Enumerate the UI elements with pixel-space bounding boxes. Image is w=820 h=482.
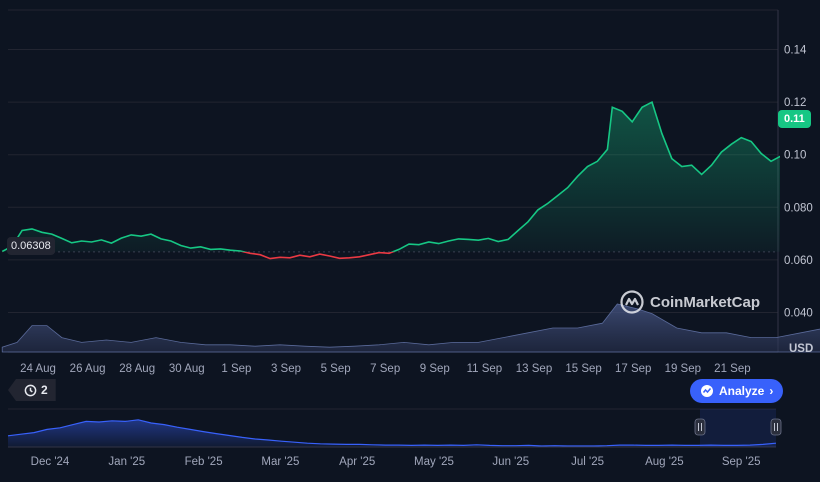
coinmarketcap-logo-icon <box>620 290 644 314</box>
grid-lines <box>8 9 779 353</box>
watermark: CoinMarketCap <box>620 290 760 314</box>
navigator-tick-label: Jun '25 <box>492 456 529 468</box>
navigator-tick-label: Sep '25 <box>722 456 761 468</box>
history-count: 2 <box>41 383 48 397</box>
navigator-tick-label: Feb '25 <box>185 456 223 468</box>
y-tick-label: 0.10 <box>784 150 806 162</box>
navigator-area <box>8 419 776 447</box>
volume-area-path <box>1 303 820 353</box>
x-tick-label: 24 Aug <box>20 363 56 375</box>
x-tick-label: 19 Sep <box>665 363 701 375</box>
currency-label: USD <box>789 343 814 355</box>
x-tick-label: 28 Aug <box>119 363 155 375</box>
price-area-up <box>2 102 780 252</box>
x-tick-label: 15 Sep <box>565 363 601 375</box>
y-axis: 0.040 0.060 0.080 0.10 0.12 0.14 <box>784 44 813 319</box>
navigator-tick-label: Aug '25 <box>645 456 684 468</box>
price-series <box>1 100 780 260</box>
history-icon <box>24 384 37 396</box>
analyze-icon <box>701 385 713 397</box>
navigator-tick-label: Dec '24 <box>31 456 70 468</box>
navigator-handle-left[interactable] <box>694 418 706 436</box>
x-axis: 24 Aug 26 Aug 28 Aug 30 Aug 1 Sep 3 Sep 5 Sep 7… <box>20 363 751 375</box>
x-tick-label: 5 Sep <box>321 363 351 375</box>
volume-area <box>1 303 820 353</box>
last-price-badge: 0.11 <box>778 110 811 128</box>
x-tick-label: 1 Sep <box>221 363 251 375</box>
range-navigator[interactable]: Dec '24 Jan '25 Feb '25 Mar '25 Apr '25 May '… <box>7 408 782 468</box>
x-tick-label: 11 Sep <box>467 363 503 375</box>
x-tick-label: 17 Sep <box>615 363 651 375</box>
navigator-tick-label: May '25 <box>414 456 454 468</box>
x-tick-label: 26 Aug <box>70 363 106 375</box>
navigator-handle-right[interactable] <box>770 418 782 436</box>
navigator-selection[interactable] <box>700 409 776 447</box>
analyze-button[interactable]: Analyze › <box>690 379 784 403</box>
price-line-up <box>1 100 780 252</box>
chevron-right-icon: › <box>769 384 774 398</box>
x-tick-label: 3 Sep <box>271 363 301 375</box>
x-tick-label: 9 Sep <box>420 363 450 375</box>
x-tick-label: 13 Sep <box>516 363 552 375</box>
navigator-line <box>7 419 777 447</box>
start-price-badge: 0.06308 <box>7 237 55 255</box>
navigator-tick-label: Jul '25 <box>571 456 604 468</box>
navigator-tick-label: Jan '25 <box>108 456 145 468</box>
analyze-label: Analyze <box>719 384 765 398</box>
x-tick-label: 7 Sep <box>370 363 400 375</box>
y-tick-label: 0.12 <box>784 97 806 109</box>
history-button[interactable]: 2 <box>8 379 56 401</box>
y-tick-label: 0.14 <box>784 44 807 56</box>
y-tick-label: 0.060 <box>784 255 813 267</box>
y-tick-label: 0.040 <box>784 308 813 320</box>
x-tick-label: 30 Aug <box>169 363 205 375</box>
watermark-text: CoinMarketCap <box>650 293 761 311</box>
y-tick-label: 0.080 <box>784 202 813 214</box>
navigator-tick-label: Apr '25 <box>339 456 375 468</box>
navigator-tick-label: Mar '25 <box>261 456 299 468</box>
x-tick-label: 21 Sep <box>714 363 750 375</box>
